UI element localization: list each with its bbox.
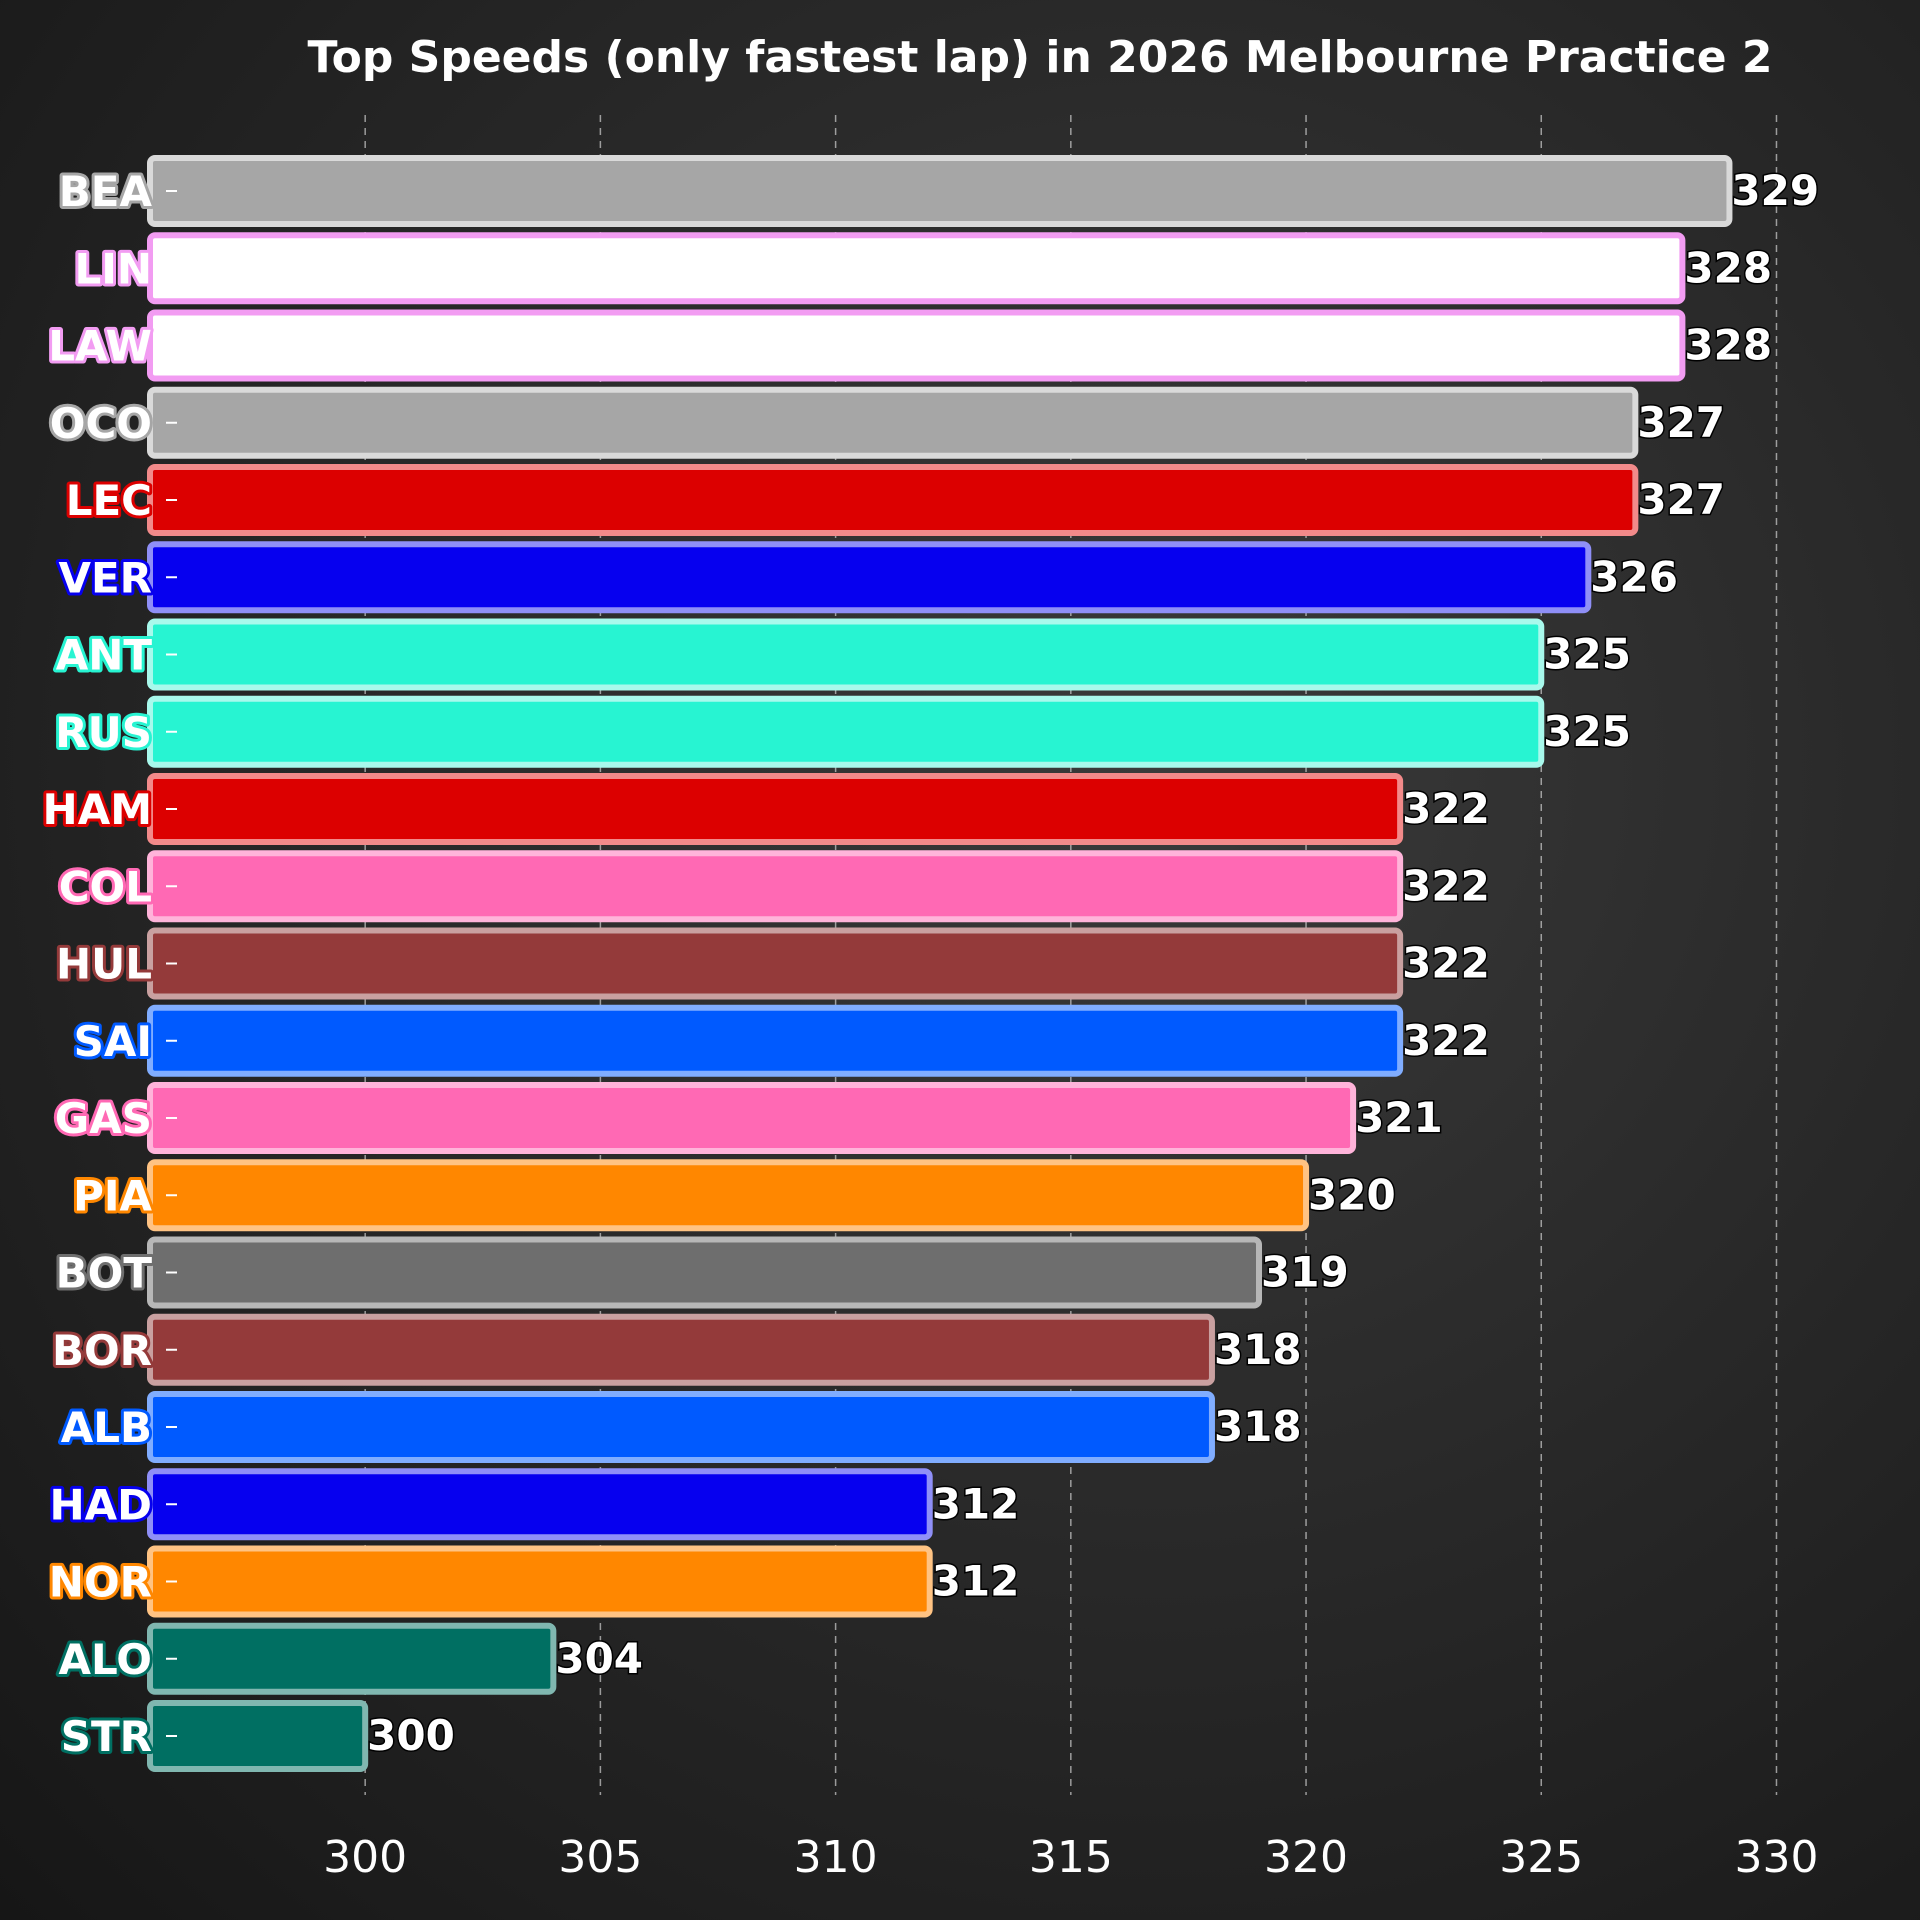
bar-nor bbox=[147, 1545, 933, 1618]
value-label: 325 bbox=[1543, 707, 1631, 756]
category-label: HAM bbox=[43, 785, 152, 834]
bar-lin bbox=[147, 232, 1686, 305]
category-label: VER bbox=[58, 553, 152, 602]
value-label: 322 bbox=[1402, 861, 1490, 910]
bar-ver bbox=[147, 541, 1592, 614]
value-label: 318 bbox=[1214, 1325, 1302, 1374]
category-label: ANT bbox=[56, 631, 153, 680]
bar-ham bbox=[147, 773, 1404, 845]
value-label: 312 bbox=[932, 1557, 1020, 1606]
value-label: 326 bbox=[1590, 552, 1678, 601]
value-label: 327 bbox=[1637, 475, 1725, 524]
bar-gas bbox=[147, 1082, 1357, 1154]
category-label: LIN bbox=[74, 244, 152, 293]
bar-had bbox=[147, 1468, 933, 1541]
value-label: 312 bbox=[932, 1479, 1020, 1528]
chart-title: Top Speeds (only fastest lap) in 2026 Me… bbox=[307, 32, 1772, 83]
x-tick-label: 330 bbox=[1734, 1832, 1818, 1883]
bars bbox=[147, 155, 1733, 1772]
value-label: 322 bbox=[1402, 1016, 1490, 1065]
bar-rus bbox=[147, 695, 1545, 768]
category-label: ALO bbox=[59, 1635, 152, 1684]
category-label: LEC bbox=[66, 476, 152, 525]
bar-bea bbox=[147, 155, 1733, 227]
bar-alb bbox=[147, 1391, 1215, 1463]
bar-oco bbox=[147, 386, 1639, 459]
bar-bot bbox=[147, 1236, 1262, 1309]
x-tick-label: 310 bbox=[794, 1832, 878, 1883]
category-label: LAW bbox=[48, 322, 152, 371]
category-label: BOT bbox=[56, 1249, 153, 1298]
bar-col bbox=[147, 850, 1404, 923]
value-label: 322 bbox=[1402, 784, 1490, 833]
x-tick-label: 320 bbox=[1264, 1832, 1348, 1883]
bar-ant bbox=[147, 618, 1545, 691]
category-label: HAD bbox=[49, 1480, 152, 1529]
category-label: ALB bbox=[61, 1403, 152, 1452]
category-label: BEA bbox=[59, 167, 153, 216]
x-tick-label: 300 bbox=[323, 1832, 407, 1883]
value-label: 327 bbox=[1637, 398, 1725, 447]
bar-sai bbox=[147, 1004, 1404, 1077]
category-label: OCO bbox=[50, 399, 152, 448]
category-label: RUS bbox=[55, 708, 152, 757]
bar-law bbox=[147, 309, 1686, 382]
category-label: NOR bbox=[49, 1558, 152, 1607]
bar-str bbox=[147, 1700, 369, 1772]
value-label: 304 bbox=[555, 1634, 643, 1683]
value-label: 318 bbox=[1214, 1402, 1302, 1451]
value-label: 321 bbox=[1355, 1093, 1443, 1142]
bar-pia bbox=[147, 1159, 1310, 1232]
category-label: SAI bbox=[74, 1017, 152, 1066]
value-label: 328 bbox=[1684, 321, 1772, 370]
category-label: COL bbox=[59, 862, 152, 911]
value-label: 300 bbox=[367, 1711, 455, 1760]
x-tick-label: 325 bbox=[1499, 1832, 1583, 1883]
bar-bor bbox=[147, 1313, 1215, 1386]
value-label: 320 bbox=[1308, 1170, 1396, 1219]
x-tick-label: 315 bbox=[1029, 1832, 1113, 1883]
category-labels: BEA LIN LAW OCO LEC VER ANT RUS HAM COL HUL SAI GAS P… bbox=[40, 164, 177, 1764]
bar-alo bbox=[147, 1622, 557, 1695]
category-label: BOR bbox=[52, 1326, 152, 1375]
value-label: 319 bbox=[1261, 1248, 1349, 1297]
category-label: PIA bbox=[73, 1171, 152, 1220]
value-label: 329 bbox=[1731, 166, 1819, 215]
value-label: 322 bbox=[1402, 939, 1490, 988]
bar-hul bbox=[147, 927, 1404, 1000]
x-axis-ticks: 300 305 310 315 320 325 330 bbox=[323, 1832, 1818, 1883]
category-label: GAS bbox=[55, 1094, 152, 1143]
category-label: STR bbox=[61, 1712, 152, 1761]
x-tick-label: 305 bbox=[558, 1832, 642, 1883]
value-label: 325 bbox=[1543, 630, 1631, 679]
bar-lec bbox=[147, 464, 1639, 536]
category-label: HUL bbox=[56, 940, 152, 989]
value-labels: 329 328 328 327 327 326 325 325 322 322 322 322 321 3… bbox=[366, 165, 1821, 1762]
value-label: 328 bbox=[1684, 243, 1772, 292]
